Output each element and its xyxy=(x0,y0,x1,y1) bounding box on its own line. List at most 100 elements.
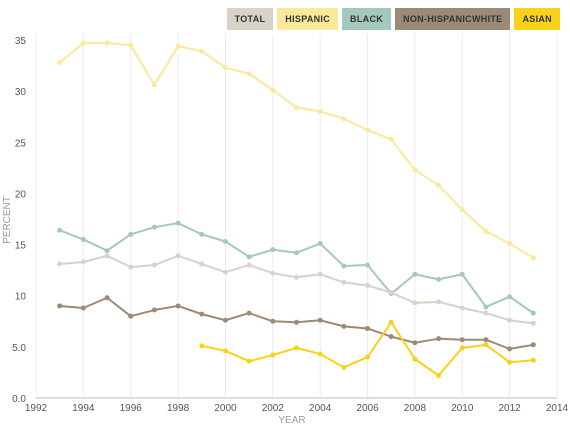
point-non-hispanicwhite-1999[interactable] xyxy=(199,311,205,317)
point-non-hispanicwhite-2003[interactable] xyxy=(294,319,299,325)
point-non-hispanicwhite-2000[interactable] xyxy=(222,317,228,323)
point-hispanic-1998[interactable] xyxy=(175,43,181,49)
point-black-1998[interactable] xyxy=(175,220,181,226)
point-non-hispanicwhite-2001[interactable] xyxy=(246,310,252,316)
point-total-1999[interactable] xyxy=(199,261,205,267)
point-asian-2002[interactable] xyxy=(270,352,276,358)
point-black-1996[interactable] xyxy=(128,231,134,237)
point-non-hispanicwhite-2002[interactable] xyxy=(270,318,276,324)
point-non-hispanicwhite-2010[interactable] xyxy=(459,337,465,343)
legend-button-non-hispanic-white[interactable]: NON-HISPANICWHITE xyxy=(395,8,511,30)
point-asian-2012[interactable] xyxy=(507,359,513,365)
point-non-hispanicwhite-1996[interactable] xyxy=(128,313,134,319)
point-hispanic-2000[interactable] xyxy=(222,65,228,71)
point-asian-2007[interactable] xyxy=(388,319,394,325)
point-non-hispanicwhite-1997[interactable] xyxy=(151,307,157,313)
point-asian-2009[interactable] xyxy=(436,372,442,378)
point-hispanic-2012[interactable] xyxy=(507,241,513,247)
point-total-2003[interactable] xyxy=(294,274,299,280)
legend-button-black[interactable]: BLACK xyxy=(342,8,392,30)
point-total-1998[interactable] xyxy=(175,253,181,259)
point-hispanic-1997[interactable] xyxy=(151,82,157,88)
point-black-2000[interactable] xyxy=(222,239,228,245)
point-asian-2000[interactable] xyxy=(222,348,228,354)
point-total-2002[interactable] xyxy=(270,270,276,276)
point-non-hispanicwhite-2009[interactable] xyxy=(436,336,442,342)
point-black-2005[interactable] xyxy=(341,263,347,269)
point-hispanic-2009[interactable] xyxy=(436,182,442,188)
point-black-1997[interactable] xyxy=(151,224,157,230)
point-total-2009[interactable] xyxy=(436,299,442,305)
point-asian-2004[interactable] xyxy=(317,351,323,357)
point-total-1993[interactable] xyxy=(57,261,63,267)
point-black-2013[interactable] xyxy=(530,310,536,316)
point-total-2010[interactable] xyxy=(459,305,465,311)
point-hispanic-1996[interactable] xyxy=(128,42,134,48)
point-non-hispanicwhite-1995[interactable] xyxy=(104,295,110,301)
point-black-1999[interactable] xyxy=(199,231,205,237)
point-hispanic-2008[interactable] xyxy=(412,167,418,173)
point-asian-2011[interactable] xyxy=(483,342,489,348)
point-total-2000[interactable] xyxy=(222,269,228,275)
point-non-hispanicwhite-2007[interactable] xyxy=(388,334,394,340)
point-total-2006[interactable] xyxy=(365,282,371,288)
point-total-1994[interactable] xyxy=(80,259,86,265)
point-black-1993[interactable] xyxy=(57,227,63,233)
point-black-2008[interactable] xyxy=(412,271,418,277)
point-black-2004[interactable] xyxy=(317,241,323,247)
point-hispanic-2002[interactable] xyxy=(270,87,276,93)
point-non-hispanicwhite-2004[interactable] xyxy=(317,317,323,323)
point-total-2013[interactable] xyxy=(530,320,536,326)
legend-button-hispanic[interactable]: HISPANIC xyxy=(277,8,339,30)
point-black-2003[interactable] xyxy=(294,250,299,256)
point-asian-2001[interactable] xyxy=(246,358,252,364)
point-total-2011[interactable] xyxy=(483,310,489,316)
point-hispanic-2001[interactable] xyxy=(246,71,252,77)
point-asian-2010[interactable] xyxy=(459,345,465,351)
point-non-hispanicwhite-1994[interactable] xyxy=(80,305,86,311)
point-black-2009[interactable] xyxy=(436,276,442,282)
point-black-2012[interactable] xyxy=(507,294,513,300)
point-total-1996[interactable] xyxy=(128,264,134,270)
point-non-hispanicwhite-2011[interactable] xyxy=(483,337,489,343)
point-hispanic-1995[interactable] xyxy=(104,40,110,46)
point-black-2002[interactable] xyxy=(270,247,276,253)
point-hispanic-2005[interactable] xyxy=(341,116,347,122)
point-total-1997[interactable] xyxy=(151,262,157,268)
point-non-hispanicwhite-2013[interactable] xyxy=(530,342,536,348)
point-black-2010[interactable] xyxy=(459,271,465,277)
point-asian-2008[interactable] xyxy=(412,356,418,362)
point-non-hispanicwhite-1998[interactable] xyxy=(175,303,181,309)
point-hispanic-2011[interactable] xyxy=(483,228,489,234)
point-asian-2003[interactable] xyxy=(294,345,299,351)
point-hispanic-2013[interactable] xyxy=(530,255,536,261)
point-hispanic-2003[interactable] xyxy=(294,105,299,111)
point-total-2004[interactable] xyxy=(317,271,323,277)
point-asian-2005[interactable] xyxy=(341,364,347,370)
point-hispanic-1999[interactable] xyxy=(199,48,205,54)
point-non-hispanicwhite-2012[interactable] xyxy=(507,346,513,352)
point-total-1995[interactable] xyxy=(104,253,110,259)
point-hispanic-2010[interactable] xyxy=(459,207,465,213)
point-black-1994[interactable] xyxy=(80,236,86,242)
point-total-2012[interactable] xyxy=(507,317,513,323)
point-black-2011[interactable] xyxy=(483,304,489,310)
point-non-hispanicwhite-2005[interactable] xyxy=(341,323,347,329)
point-asian-2006[interactable] xyxy=(365,354,371,360)
point-non-hispanicwhite-2006[interactable] xyxy=(365,325,371,331)
point-non-hispanicwhite-2008[interactable] xyxy=(412,340,418,346)
point-black-2001[interactable] xyxy=(246,254,252,260)
point-black-1995[interactable] xyxy=(104,248,110,254)
point-asian-2013[interactable] xyxy=(530,357,536,363)
point-hispanic-1993[interactable] xyxy=(57,60,63,66)
point-total-2001[interactable] xyxy=(246,262,252,268)
point-black-2006[interactable] xyxy=(365,262,371,268)
point-hispanic-2007[interactable] xyxy=(388,136,394,142)
legend-button-asian[interactable]: ASIAN xyxy=(514,8,560,30)
point-total-2008[interactable] xyxy=(412,300,418,306)
point-hispanic-2004[interactable] xyxy=(317,109,323,115)
point-non-hispanicwhite-1993[interactable] xyxy=(57,303,63,309)
point-hispanic-1994[interactable] xyxy=(80,40,86,46)
point-total-2005[interactable] xyxy=(341,279,347,285)
point-hispanic-2006[interactable] xyxy=(365,127,371,133)
